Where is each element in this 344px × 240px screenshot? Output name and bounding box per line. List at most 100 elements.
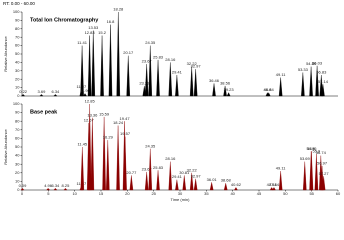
y-tick-label: 100 [13, 9, 20, 14]
peak-label: 46.6 [264, 87, 273, 92]
peak-label: 28.16 [165, 156, 176, 161]
peak-label: 18.24 [113, 120, 124, 125]
peak [223, 183, 228, 191]
peak [63, 188, 68, 191]
peak-label: 16.8 [107, 19, 116, 24]
chromatogram: RT: 0.00 - 60.00 Total Ion Chromatograph… [3, 1, 341, 202]
peak [148, 45, 152, 97]
peak-label: 56.83 [316, 70, 327, 75]
y-tick-label: 70 [15, 34, 20, 39]
x-tick-label: 10 [72, 191, 77, 196]
x-tick-label: 5 [47, 191, 50, 196]
y-tick-label: 20 [15, 170, 20, 175]
peak [100, 35, 104, 97]
peak [46, 188, 51, 191]
peak-label: 40.62 [231, 182, 242, 187]
peak-label: 57.14 [318, 79, 329, 84]
y-tick-label: 80 [15, 118, 20, 123]
peak [175, 74, 179, 97]
peak [90, 117, 95, 191]
peak-label: 16.29 [103, 135, 114, 140]
peak-label: 0.22 [19, 89, 28, 94]
peak-label: 54.9 [307, 146, 316, 151]
peak [156, 59, 160, 97]
peak [234, 187, 238, 191]
peak-label: 53.33 [298, 67, 309, 72]
peak-label: 19.57 [120, 131, 131, 136]
peak-label: 36.01 [207, 177, 218, 182]
x-tick-label: 45 [257, 191, 262, 196]
peak-label: 24.35 [145, 143, 156, 148]
peak [272, 187, 276, 191]
peak-label: 20.17 [123, 50, 134, 55]
peak-label: 11.41 [77, 40, 87, 45]
peak [309, 66, 313, 97]
peak-label: 56.97 [317, 160, 328, 165]
peak-label: 6.34 [51, 89, 60, 94]
peak-label: 12.85 [85, 99, 96, 104]
peak-label: 29.41 [172, 70, 183, 75]
peak-label: 49.11 [276, 72, 286, 77]
y-tick-label: 50 [15, 51, 20, 56]
y-tick-label: 90 [15, 110, 20, 115]
peak-label: 15.2 [98, 30, 107, 35]
peak [314, 153, 319, 191]
peak [80, 146, 85, 191]
peak [108, 24, 113, 97]
y-tick-label: 50 [15, 144, 20, 149]
x-tick-label: 35 [204, 191, 209, 196]
peak [87, 103, 92, 191]
peak-label: 38.68 [221, 178, 232, 183]
peak-label: 8.25 [62, 183, 71, 188]
y-tick-label: 40 [15, 59, 20, 64]
peak-label: 56.74 [316, 150, 327, 155]
y-tick-label: 80 [15, 26, 20, 31]
y-tick-label: 30 [15, 161, 20, 166]
peak-label: 23.23 [139, 80, 150, 85]
x-tick-label: 50 [283, 191, 288, 196]
x-tick-label: 0 [21, 191, 24, 196]
peak-label: 29.41 [172, 174, 183, 179]
peak [269, 187, 274, 191]
peak-label: 20.77 [126, 170, 137, 175]
peak-label: 38.56 [220, 80, 231, 85]
peak-label: 53.69 [300, 156, 311, 161]
peak [53, 188, 58, 191]
peak [168, 62, 173, 97]
peak [148, 148, 152, 191]
x-tick-label: 25 [151, 191, 156, 196]
x-tick-label: 60 [336, 191, 341, 196]
peak [193, 69, 198, 97]
peak-label: 28.16 [165, 57, 176, 62]
peak-label: 12.83 [85, 30, 96, 35]
peak [266, 92, 271, 97]
peak [278, 171, 283, 191]
x-tick-label: 40 [230, 191, 235, 196]
peak [39, 94, 44, 97]
peak [123, 136, 127, 191]
y-tick-label: 10 [15, 178, 20, 183]
peak [175, 179, 179, 191]
peak [53, 94, 58, 97]
peak [309, 151, 314, 191]
peak-label: 19.47 [120, 116, 131, 121]
peak-label: 46.84 [264, 87, 275, 92]
peak [83, 93, 87, 97]
peak-label: 13.53 [88, 25, 99, 30]
peak-label: 4.96 [44, 183, 53, 188]
peak-label: 12.67 [84, 117, 95, 122]
peak [80, 45, 84, 97]
peak-label: 55.9 [313, 148, 322, 153]
peak [212, 83, 216, 97]
peak-label: 36.46 [209, 78, 220, 83]
peak-label: 23.67 [142, 167, 153, 172]
peak-label: 32.22 [187, 167, 198, 172]
y-tick-label: 40 [15, 153, 20, 158]
y-tick-label: 30 [15, 68, 20, 73]
peak [21, 94, 26, 97]
x-axis-label: Time (min) [171, 197, 191, 202]
peak [321, 176, 326, 191]
peak [20, 188, 25, 191]
peak-label: 57.27 [319, 171, 330, 176]
peak [116, 125, 120, 191]
